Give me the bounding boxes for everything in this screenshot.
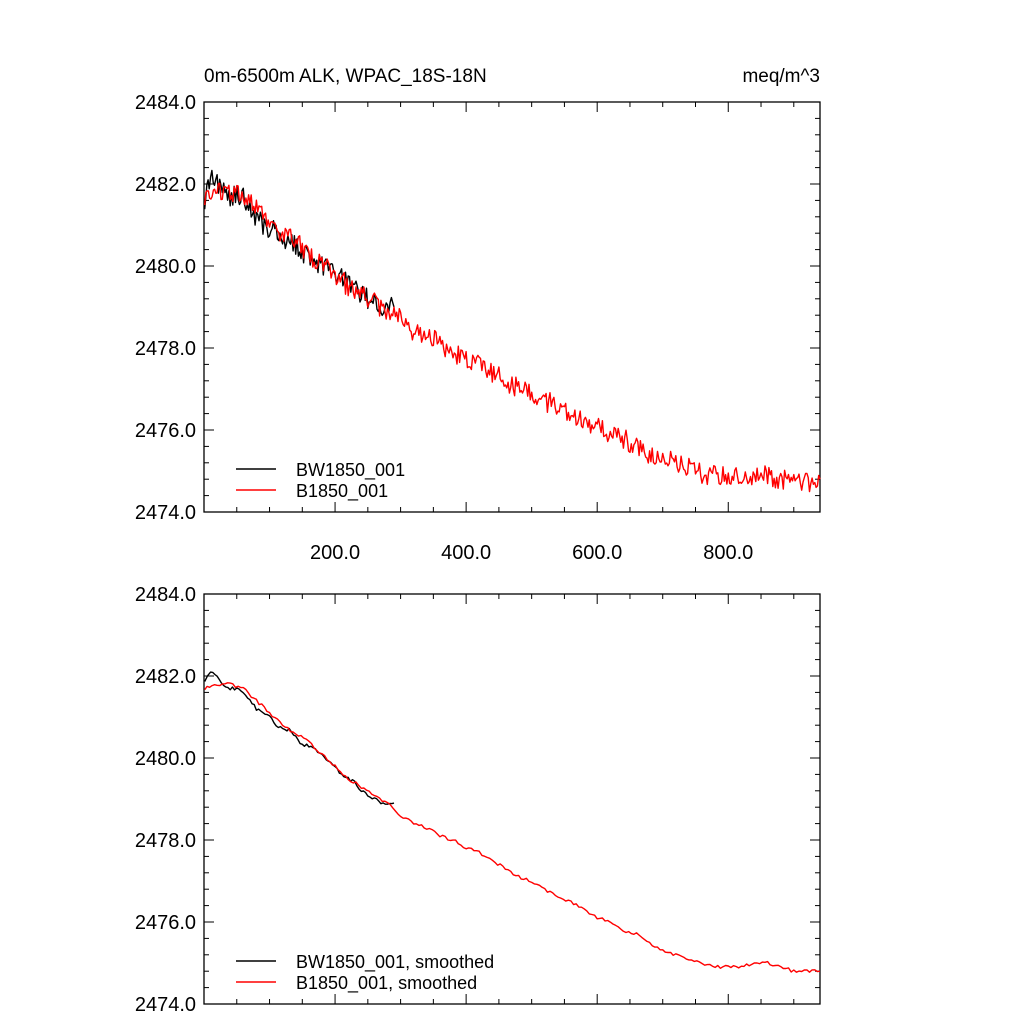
y-tick-label: 2478.0	[135, 830, 196, 852]
x-tick-label: 600.0	[572, 542, 622, 564]
bottom-panel: 2474.0 2476.0 2478.0 2480.0 2482.0 2484.0 BW1…	[135, 584, 821, 1016]
y-tick-label: 2474.0	[135, 994, 196, 1016]
series-line-bw1850-001	[204, 169, 395, 317]
axis-ticks: 2474.0 2476.0 2478.0 2480.0 2482.0 2484.0	[135, 584, 820, 1016]
series-line-b1850-001	[204, 182, 821, 493]
plot-frame	[203, 101, 821, 513]
legend-label-b1850: B1850_001	[296, 481, 388, 502]
series-line-bw1850-001-smoothed	[204, 671, 395, 805]
plot-frame	[203, 593, 821, 1005]
legend: BW1850_001 B1850_001	[236, 460, 405, 502]
y-tick-label: 2482.0	[135, 666, 196, 688]
y-tick-label: 2478.0	[135, 338, 196, 360]
legend: BW1850_001, smoothed B1850_001, smoothed	[236, 952, 494, 994]
axis-ticks: 2474.0 2476.0 2478.0 2480.0 2482.0 2484.0 200.…	[135, 92, 820, 564]
top-panel: 0m-6500m ALK, WPAC_18S-18N meq/m^3 2474.…	[135, 66, 821, 564]
legend-label-bw1850-smoothed: BW1850_001, smoothed	[296, 952, 494, 973]
y-tick-label: 2480.0	[135, 748, 196, 770]
y-tick-label: 2484.0	[135, 92, 196, 114]
series-lines	[204, 169, 821, 493]
x-tick-label: 800.0	[703, 542, 753, 564]
x-tick-label: 400.0	[441, 542, 491, 564]
chart-title-units: meq/m^3	[742, 66, 820, 87]
legend-label-b1850-smoothed: B1850_001, smoothed	[296, 973, 477, 994]
y-tick-label: 2476.0	[135, 420, 196, 442]
y-tick-label: 2476.0	[135, 912, 196, 934]
x-tick-label: 200.0	[310, 542, 360, 564]
chart-title-left: 0m-6500m ALK, WPAC_18S-18N	[204, 66, 487, 87]
y-tick-label: 2474.0	[135, 502, 196, 524]
y-tick-label: 2482.0	[135, 174, 196, 196]
series-lines	[204, 671, 821, 973]
series-line-b1850-001-smoothed	[204, 682, 821, 973]
y-tick-label: 2484.0	[135, 584, 196, 606]
y-tick-label: 2480.0	[135, 256, 196, 278]
legend-label-bw1850: BW1850_001	[296, 460, 405, 481]
